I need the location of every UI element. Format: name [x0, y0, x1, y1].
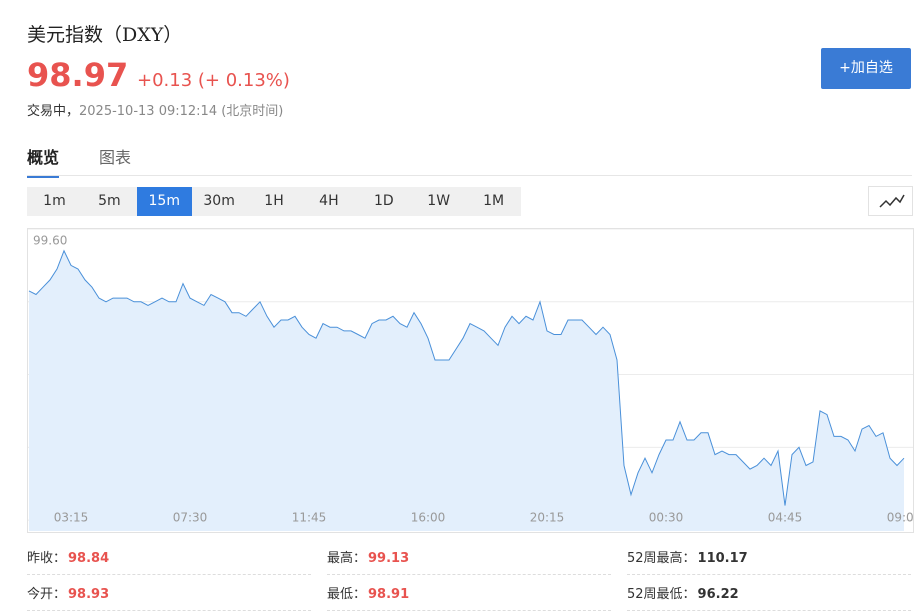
x-tick-label: 09:00 [887, 511, 914, 525]
y-tick-label: 99.60 [33, 234, 67, 248]
tab[interactable]: 图表 [99, 148, 132, 167]
icon [879, 194, 905, 208]
stat-label: 昨收： [27, 551, 67, 566]
stat-label: 最低： [327, 587, 367, 602]
stat-value: 96.22 [697, 587, 739, 602]
stat-value: 98.84 [68, 551, 110, 566]
stat-label: 52周最高： [627, 551, 696, 566]
divider [27, 175, 912, 176]
stat-label: 最高： [327, 551, 367, 566]
period-button[interactable]: 1D [373, 193, 394, 209]
x-tick-label: 16:00 [411, 511, 446, 525]
period-button[interactable]: 30m [203, 193, 235, 209]
stat: 52周最低： 96.22 [627, 583, 911, 611]
x-tick-label: 20:15 [530, 511, 565, 525]
x-tick-label: 11:45 [292, 511, 327, 525]
change-value: +0.13 [137, 70, 193, 91]
stat-value: 98.93 [68, 587, 110, 602]
chart: 98.8099.0099.2099.4099.6003:1507:3011:45… [27, 228, 914, 533]
stat: 52周最高： 110.17 [627, 547, 911, 575]
stat: 最高： 99.13 [327, 547, 611, 575]
period-button[interactable]: 15m [136, 187, 192, 216]
x-tick-label: 03:15 [54, 511, 89, 525]
period-button[interactable]: 5m [98, 193, 121, 209]
stat-label: 52周最低： [627, 587, 696, 602]
chart-type-button[interactable] [868, 186, 913, 216]
period-button[interactable]: 1m [43, 193, 66, 209]
period-button[interactable]: 1W [427, 193, 451, 209]
add-watchlist-button[interactable]: +加自选 [821, 48, 911, 89]
price: 98.97 [27, 56, 129, 94]
period-button[interactable]: 4H [319, 193, 339, 209]
x-tick-label: 07:30 [173, 511, 208, 525]
title: 美元指数（DXY） [27, 24, 183, 46]
stat: 今开： 98.93 [27, 583, 311, 611]
period-button[interactable]: 1M [483, 193, 505, 209]
trade-status: 交易中， [27, 104, 80, 119]
change-pct: (+ 0.13%) [197, 70, 290, 91]
stat: 最低： 98.91 [327, 583, 611, 611]
change: +0.13 (+ 0.13%) [137, 70, 290, 91]
period-button[interactable]: 1H [264, 193, 284, 209]
stat-value: 99.13 [368, 551, 410, 566]
status: 交易中，2025-10-13 09:12:14 (北京时间) [27, 100, 283, 119]
period-bar: 1m 5m 15m 30m 1H 4H 1D 1W 1M [27, 187, 521, 216]
stat: 昨收： 98.84 [27, 547, 311, 575]
stat-label: 今开： [27, 587, 67, 602]
area [29, 250, 904, 532]
line [28, 249, 905, 506]
timestamp: 2025-10-13 09:12:14 (北京时间) [79, 104, 284, 119]
tab[interactable]: 概览 [27, 144, 60, 178]
stat-value: 98.91 [368, 587, 410, 602]
x-tick-label: 00:30 [649, 511, 684, 525]
stat-value: 110.17 [697, 551, 748, 566]
x-tick-label: 04:45 [768, 511, 803, 525]
